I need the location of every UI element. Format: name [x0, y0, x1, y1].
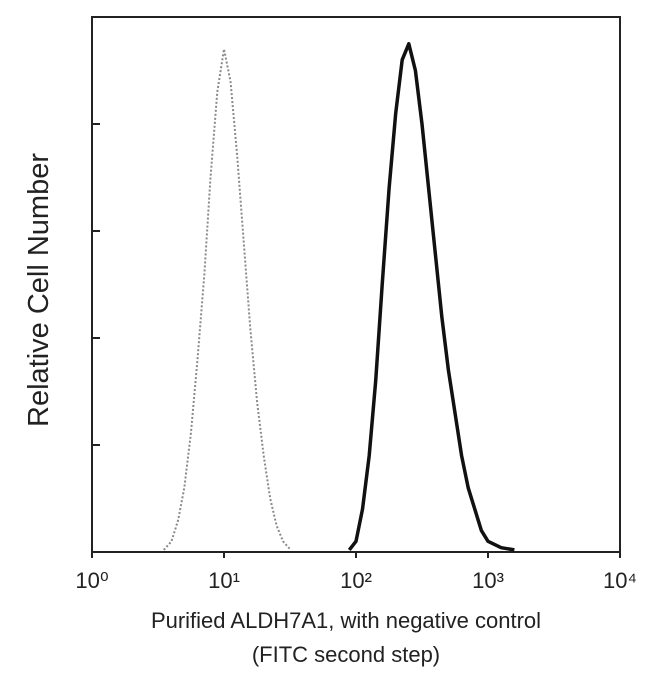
x-tick-label: 10²: [340, 568, 372, 593]
x-tick-label: 10⁰: [75, 568, 108, 593]
y-axis-label: Relative Cell Number: [23, 153, 55, 427]
x-tick-label: 10¹: [208, 568, 240, 593]
x-axis-label: (FITC second step): [252, 642, 440, 667]
x-tick-label: 10³: [472, 568, 504, 593]
plot-frame: [91, 16, 621, 553]
histogram-line: [163, 48, 292, 551]
x-tick-label: 10⁴: [603, 568, 637, 593]
histogram-line: [347, 42, 515, 552]
x-axis-label: Purified ALDH7A1, with negative control: [151, 608, 541, 633]
